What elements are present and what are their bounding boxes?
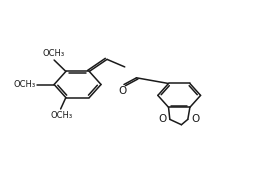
Text: OCH₃: OCH₃ [14, 80, 36, 89]
Text: OCH₃: OCH₃ [42, 49, 64, 58]
Text: O: O [118, 86, 127, 96]
Text: O: O [192, 114, 200, 124]
Text: O: O [158, 114, 166, 124]
Text: OCH₃: OCH₃ [50, 111, 72, 120]
